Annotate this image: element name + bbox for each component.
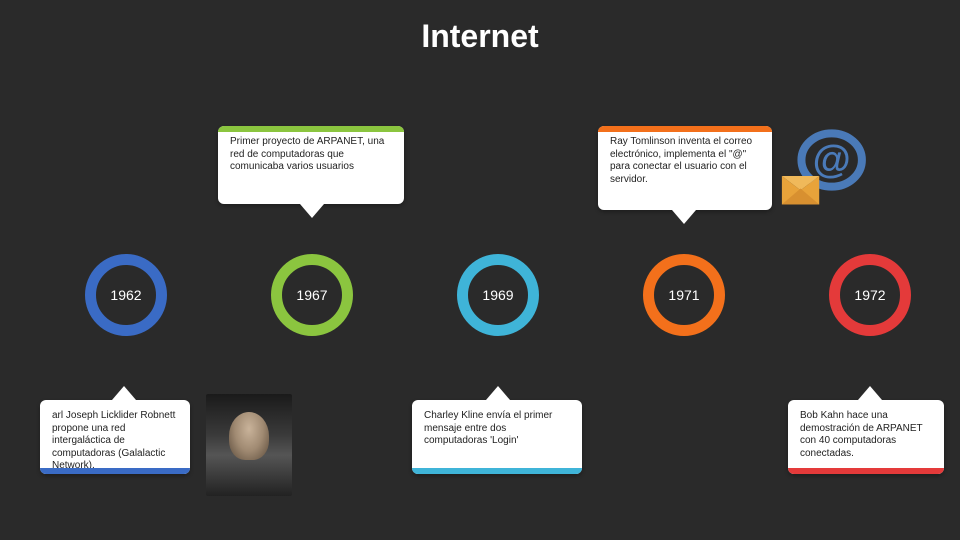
email-at-icon: @ — [776, 128, 866, 208]
year-label: 1972 — [854, 287, 885, 303]
card-text: Charley Kline envía el primer mensaje en… — [424, 410, 552, 446]
card-1962: arl Joseph Licklider Robnett propone una… — [40, 400, 190, 474]
card-1971: Ray Tomlinson inventa el correo electrón… — [598, 126, 772, 210]
year-label: 1962 — [110, 287, 141, 303]
card-1969: Charley Kline envía el primer mensaje en… — [412, 400, 582, 474]
card-text: Bob Kahn hace una demostración de ARPANE… — [800, 410, 922, 459]
timeline-node-1962: 1962 — [85, 254, 167, 336]
year-label: 1971 — [668, 287, 699, 303]
card-1971-pointer — [672, 210, 696, 224]
timeline-node-1972: 1972 — [829, 254, 911, 336]
page-title: Internet — [421, 18, 538, 55]
timeline-node-1967: 1967 — [271, 254, 353, 336]
card-1962-pointer — [112, 386, 136, 400]
card-text: Primer proyecto de ARPANET, una red de c… — [230, 136, 384, 172]
portrait-licklider — [206, 394, 292, 496]
svg-text:@: @ — [813, 138, 851, 181]
card-1972: Bob Kahn hace una demostración de ARPANE… — [788, 400, 944, 474]
timeline-node-1969: 1969 — [457, 254, 539, 336]
card-text: Ray Tomlinson inventa el correo electrón… — [610, 136, 752, 185]
year-label: 1969 — [482, 287, 513, 303]
year-label: 1967 — [296, 287, 327, 303]
card-1969-pointer — [486, 386, 510, 400]
card-1967: .c1967a::before{background:#8bc53f} Prim… — [218, 126, 404, 204]
card-text: arl Joseph Licklider Robnett propone una… — [52, 410, 175, 471]
card-1972-pointer — [858, 386, 882, 400]
card-1967-pointer — [300, 204, 324, 218]
timeline-node-1971: 1971 — [643, 254, 725, 336]
